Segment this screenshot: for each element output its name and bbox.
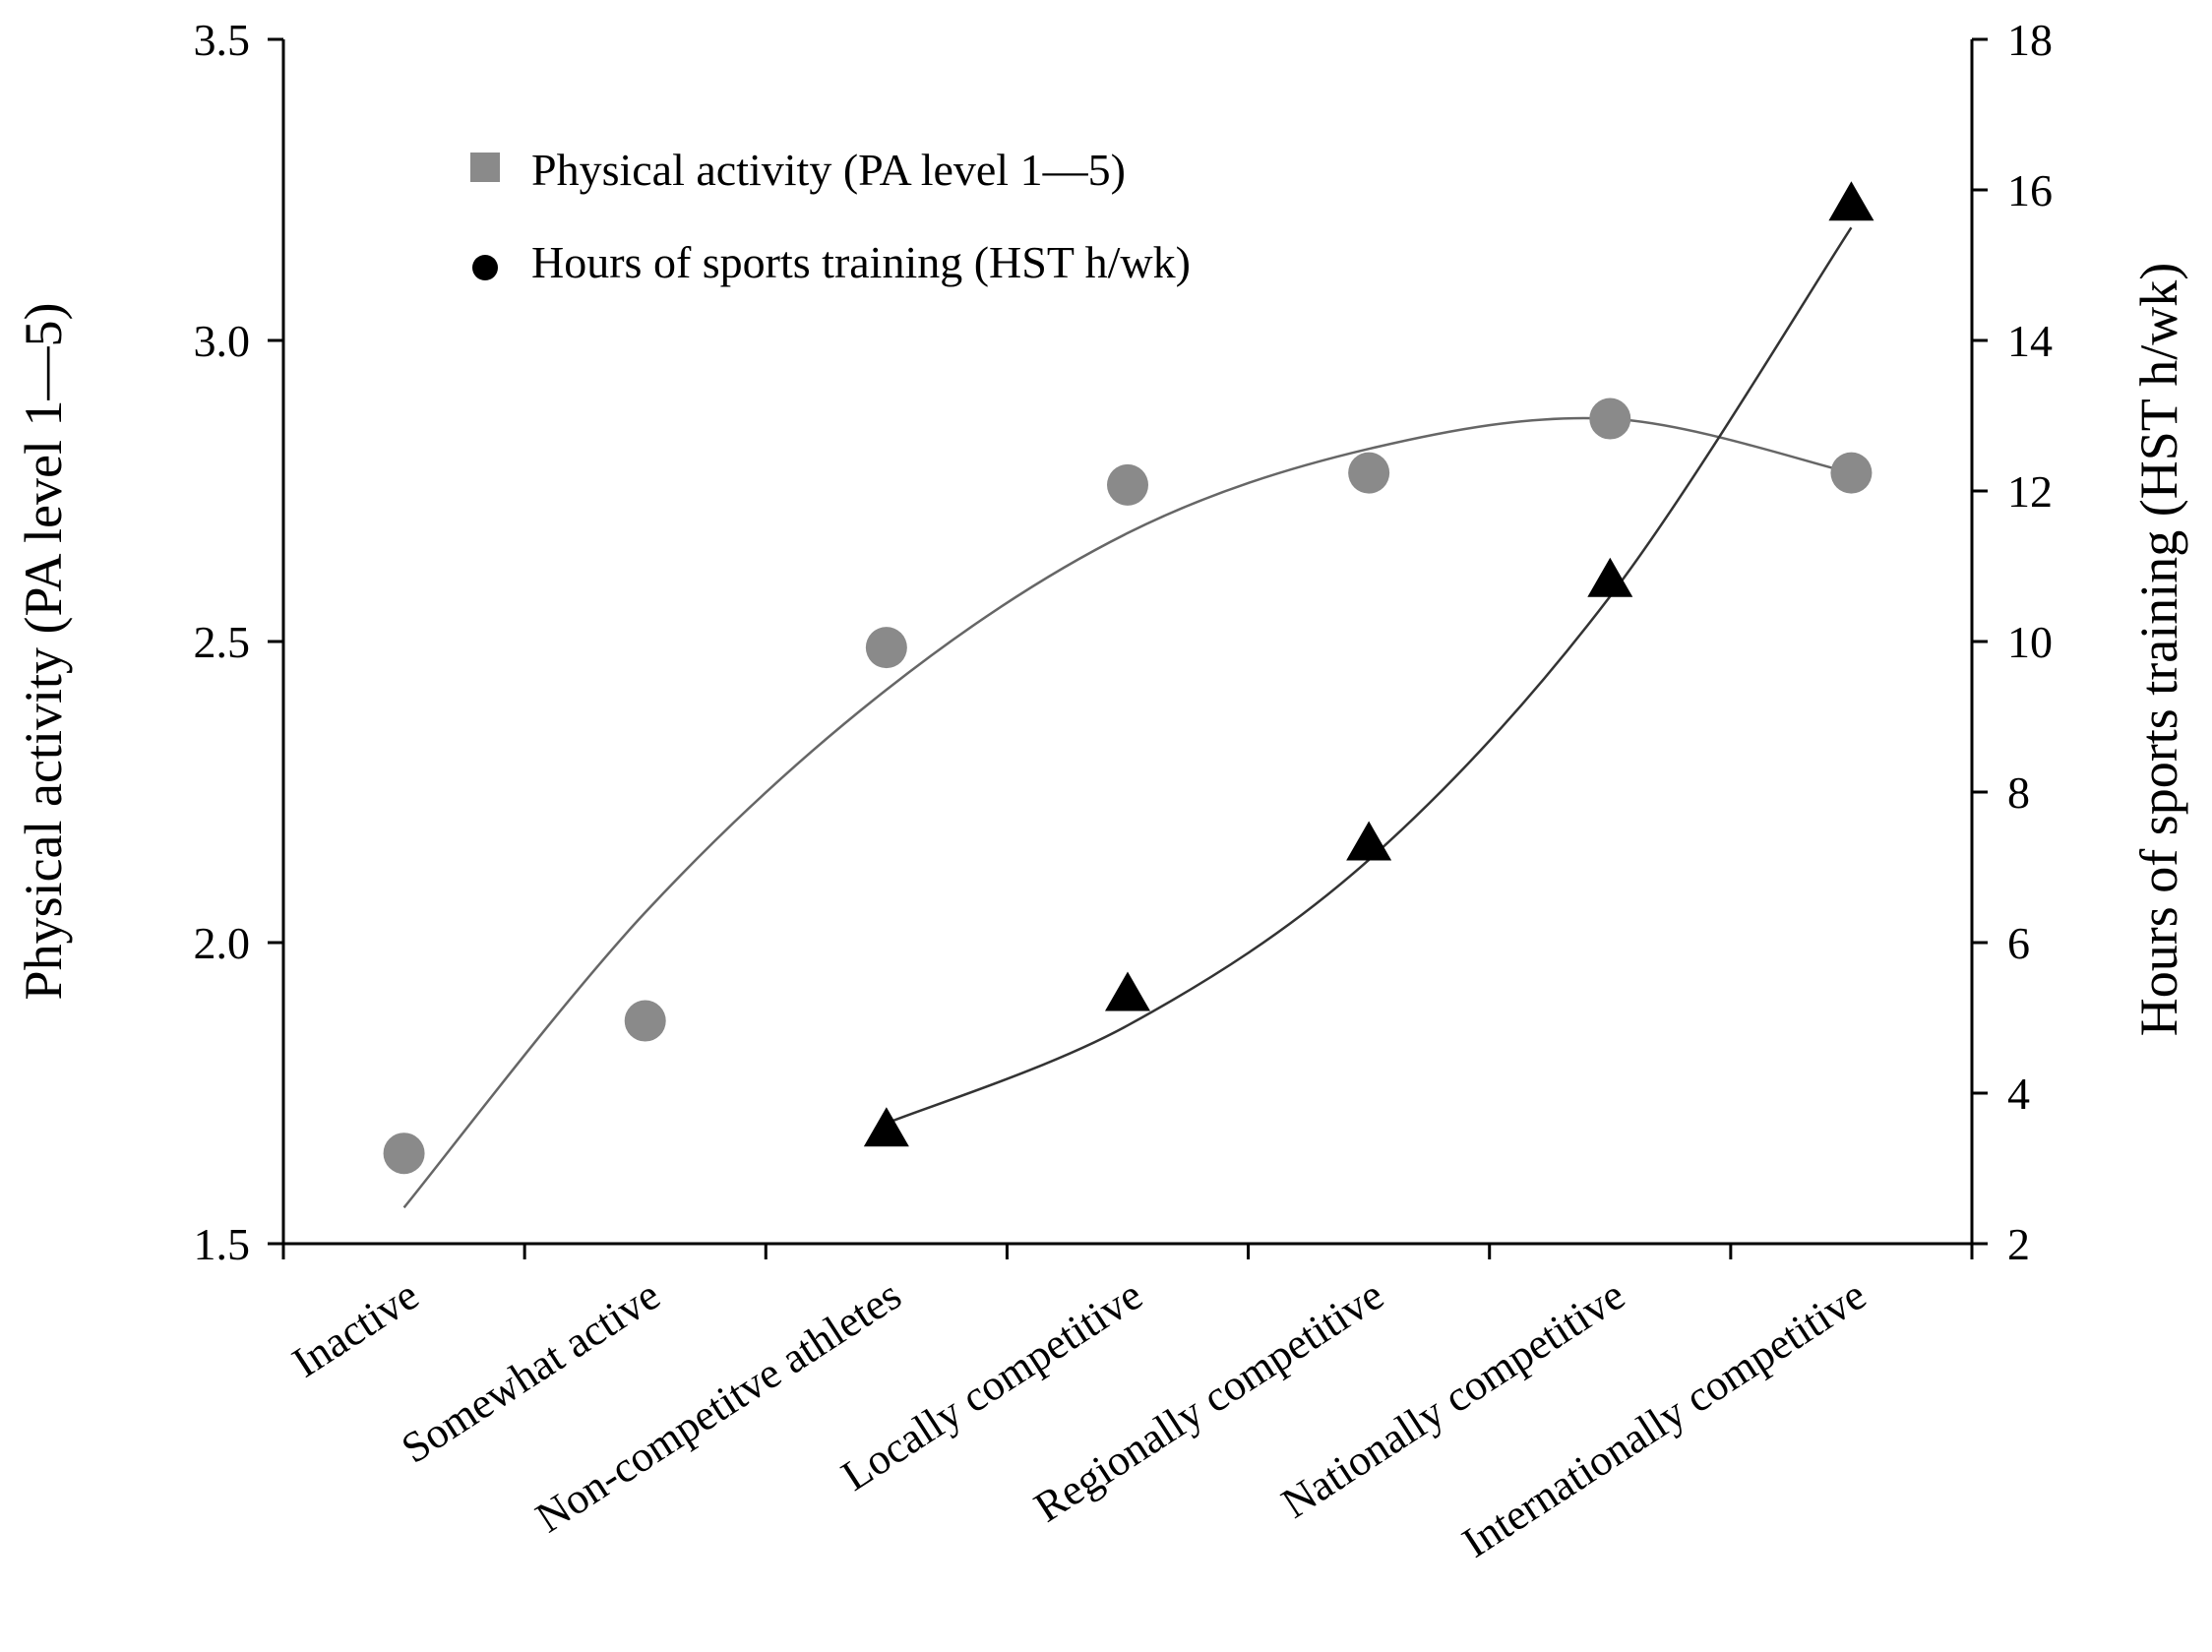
point-hours-training	[863, 1107, 909, 1147]
legend-marker-physical-activity	[470, 153, 500, 182]
right-y-ticks: 2 4 6 8 10 12 14 16 18	[1972, 15, 2053, 1269]
point-physical-activity	[1830, 452, 1873, 494]
left-y-ticks: 1.5 2.0 2.5 3.0 3.5	[194, 15, 283, 1269]
data-points	[383, 181, 1874, 1175]
right-y-tick-label: 14	[2007, 316, 2053, 366]
point-physical-activity	[624, 1000, 666, 1042]
point-hours-training	[1105, 971, 1150, 1011]
right-y-tick-label: 6	[2007, 918, 2030, 968]
legend-label-physical-activity: Physical activity (PA level 1—5)	[531, 145, 1126, 195]
point-hours-training	[1587, 557, 1633, 597]
trendline-hours-training	[886, 226, 1853, 1125]
point-hours-training	[1828, 181, 1874, 221]
legend-marker-hours-training	[472, 255, 498, 280]
point-physical-activity	[865, 627, 907, 669]
point-physical-activity	[1589, 398, 1631, 440]
trendline-physical-activity	[402, 416, 1852, 1209]
left-y-tick-label: 1.5	[194, 1219, 251, 1269]
point-physical-activity	[1348, 452, 1390, 494]
point-hours-training	[1346, 821, 1392, 861]
x-category-label: Inactive	[283, 1270, 427, 1386]
left-y-tick-label: 2.0	[194, 918, 251, 968]
right-y-tick-label: 18	[2007, 15, 2053, 65]
left-y-axis-title: Physical activity (PA level 1—5)	[14, 303, 73, 1001]
right-y-tick-label: 4	[2007, 1069, 2030, 1119]
right-y-tick-label: 10	[2007, 617, 2053, 667]
left-y-tick-label: 2.5	[194, 617, 251, 667]
x-category-label: Internationally competitive	[1454, 1270, 1874, 1566]
trendlines	[402, 226, 1853, 1209]
right-y-tick-label: 16	[2007, 165, 2053, 215]
right-y-tick-label: 12	[2007, 466, 2053, 517]
axes	[281, 39, 1974, 1246]
right-y-tick-label: 8	[2007, 767, 2030, 818]
right-y-tick-label: 2	[2007, 1219, 2030, 1269]
legend-label-hours-training: Hours of sports training (HST h/wk)	[531, 237, 1191, 287]
point-physical-activity	[383, 1132, 425, 1175]
left-y-tick-label: 3.0	[194, 316, 251, 366]
right-y-axis-title: Hours of sports training (HST h/wk)	[2129, 263, 2188, 1036]
point-physical-activity	[1107, 463, 1148, 506]
legend: Physical activity (PA level 1—5) Hours o…	[470, 145, 1191, 287]
left-y-tick-label: 3.5	[194, 15, 251, 65]
